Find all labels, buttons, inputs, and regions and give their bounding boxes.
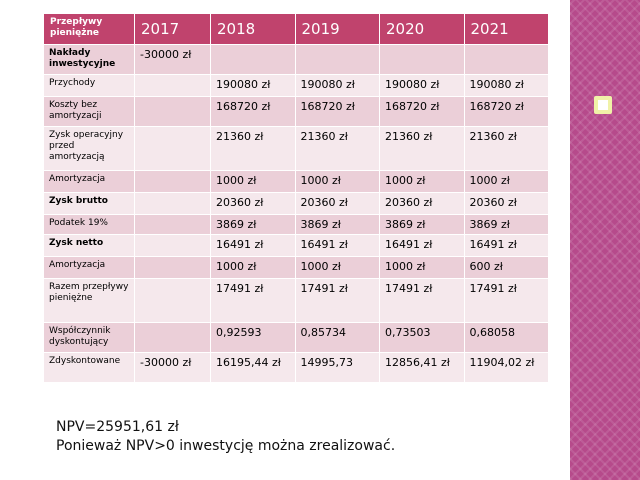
table-cell	[134, 74, 211, 97]
table-cell: 1000 zł	[210, 170, 296, 193]
table-cell: -30000 zł	[134, 44, 211, 75]
row-label: Razem przepływy pieniężne	[43, 278, 135, 324]
table-row: Przychody 190080 zł 190080 zł 190080 zł 1900…	[43, 74, 549, 97]
table-cell: 14995,73	[294, 352, 380, 384]
table-cell: 0,73503	[379, 322, 465, 354]
table-cell: 600 zł	[463, 256, 549, 280]
table-cell: 190080 zł	[294, 74, 380, 97]
table-cell: 21360 zł	[379, 126, 465, 171]
table-cell	[134, 234, 211, 258]
table-cell: 16491 zł	[294, 234, 380, 258]
table-cell	[379, 44, 465, 75]
table-cell	[294, 44, 380, 75]
table-cell: 3869 zł	[463, 213, 549, 236]
table-cell: 16491 zł	[379, 234, 465, 258]
table-cell: 3869 zł	[379, 213, 465, 236]
row-label: Nakłady inwestycyjne	[43, 44, 135, 75]
header-year: 2018	[210, 13, 296, 45]
row-label: Przychody	[43, 74, 135, 97]
conclusion-block: NPV=25951,61 zł Ponieważ NPV>0 inwestycj…	[56, 418, 556, 456]
table-cell: 11904,02 zł	[463, 352, 549, 384]
table-cell: 3869 zł	[294, 213, 380, 236]
table-cell	[134, 322, 211, 354]
table-row: Zysk netto 16491 zł 16491 zł 16491 zł 16491 …	[43, 234, 549, 258]
cash-flow-table: Przepływy pieniężne 2017 2018 2019 2020 …	[43, 13, 549, 384]
table-cell: 3869 zł	[210, 213, 296, 236]
header-label: Przepływy pieniężne	[43, 13, 135, 45]
table-cell: 0,85734	[294, 322, 380, 354]
table-cell	[134, 192, 211, 215]
table-cell: 12856,41 zł	[379, 352, 465, 384]
row-label: Koszty bez amortyzacji	[43, 96, 135, 127]
table-cell	[134, 213, 211, 236]
decorative-side-stripe	[570, 0, 640, 480]
table-cell: 20360 zł	[379, 192, 465, 215]
table-row: Razem przepływy pieniężne 17491 zł 17491 z…	[43, 278, 549, 324]
row-label: Zysk netto	[43, 234, 135, 258]
table-cell: 1000 zł	[294, 256, 380, 280]
table-cell	[210, 44, 296, 75]
table-cell: 190080 zł	[463, 74, 549, 97]
table-cell: 21360 zł	[294, 126, 380, 171]
table-cell: 17491 zł	[294, 278, 380, 324]
conclusion-statement: Ponieważ NPV>0 inwestycję można zrealizo…	[56, 438, 396, 454]
header-year: 2020	[379, 13, 465, 45]
table-cell	[134, 170, 211, 193]
table-cell: 1000 zł	[294, 170, 380, 193]
table-row: Nakłady inwestycyjne -30000 zł	[43, 44, 549, 75]
table-cell: 168720 zł	[294, 96, 380, 127]
table-cell: 190080 zł	[210, 74, 296, 97]
table-cell: 1000 zł	[379, 170, 465, 193]
header-year: 2017	[134, 13, 211, 45]
table-row: Zysk operacyjny przed amortyzacją 21360 z…	[43, 126, 549, 171]
table-cell	[134, 96, 211, 127]
table-cell: 16195,44 zł	[210, 352, 296, 384]
table-row: Zdyskontowane -30000 zł 16195,44 zł 14995,7…	[43, 352, 549, 384]
table-row: Koszty bez amortyzacji 168720 zł 168720 zł…	[43, 96, 549, 127]
table-cell: 17491 zł	[210, 278, 296, 324]
table-cell: 0,92593	[210, 322, 296, 354]
table-cell: 1000 zł	[379, 256, 465, 280]
table-cell: 16491 zł	[210, 234, 296, 258]
row-label: Amortyzacja	[43, 170, 135, 193]
table-cell: -30000 zł	[134, 352, 211, 384]
table-row: Zysk brutto 20360 zł 20360 zł 20360 zł 20360…	[43, 192, 549, 215]
table-header-row: Przepływy pieniężne 2017 2018 2019 2020 …	[43, 13, 549, 45]
row-label: Zdyskontowane	[43, 352, 135, 384]
table-cell	[134, 256, 211, 280]
table-cell	[134, 278, 211, 324]
table-cell: 20360 zł	[463, 192, 549, 215]
table-cell: 20360 zł	[210, 192, 296, 215]
row-label: Amortyzacja	[43, 256, 135, 280]
table-row: Amortyzacja 1000 zł 1000 zł 1000 zł 600 zł	[43, 256, 549, 280]
table-cell	[134, 126, 211, 171]
table-cell: 168720 zł	[463, 96, 549, 127]
table-cell: 21360 zł	[463, 126, 549, 171]
table-cell: 168720 zł	[210, 96, 296, 127]
table-cell: 190080 zł	[379, 74, 465, 97]
table-row: Amortyzacja 1000 zł 1000 zł 1000 zł 1000 zł	[43, 170, 549, 193]
table-cell: 1000 zł	[210, 256, 296, 280]
table-cell: 0,68058	[463, 322, 549, 354]
table-cell	[463, 44, 549, 75]
header-year: 2019	[294, 13, 380, 45]
table-cell: 21360 zł	[210, 126, 296, 171]
table-row: Podatek 19% 3869 zł 3869 zł 3869 zł 3869 zł	[43, 213, 549, 236]
table-cell: 168720 zł	[379, 96, 465, 127]
row-label: Zysk brutto	[43, 192, 135, 215]
row-label: Zysk operacyjny przed amortyzacją	[43, 126, 135, 171]
table-cell: 16491 zł	[463, 234, 549, 258]
table-row: Współczynnik dyskontujący 0,92593 0,85734 0…	[43, 322, 549, 354]
table-cell: 1000 zł	[463, 170, 549, 193]
row-label: Podatek 19%	[43, 213, 135, 236]
npv-result: NPV=25951,61 zł	[56, 419, 179, 435]
decorative-square-icon	[594, 96, 612, 114]
header-year: 2021	[463, 13, 549, 45]
table-cell: 17491 zł	[463, 278, 549, 324]
row-label: Współczynnik dyskontujący	[43, 322, 135, 354]
table-cell: 20360 zł	[294, 192, 380, 215]
table-cell: 17491 zł	[379, 278, 465, 324]
